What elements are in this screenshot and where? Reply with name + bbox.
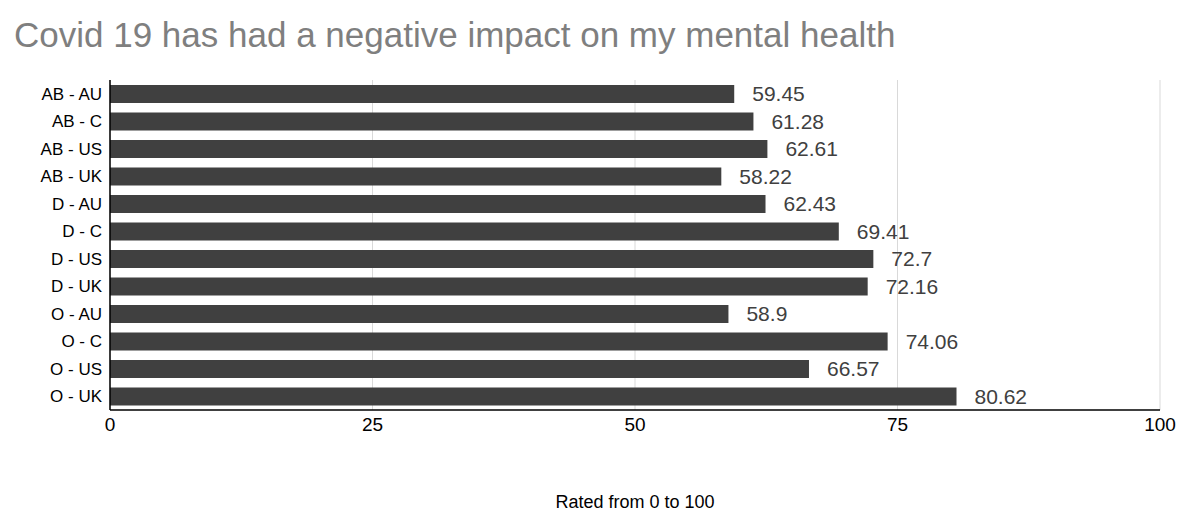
svg-text:AB - US: AB - US [41,140,102,159]
svg-text:O - AU: O - AU [51,305,102,324]
svg-text:75: 75 [887,414,908,435]
svg-text:100: 100 [1144,414,1176,435]
svg-text:61.28: 61.28 [771,110,824,133]
svg-text:58.22: 58.22 [739,165,792,188]
html-text:Covid 19 has had a negative im: Covid 19 has had a negative impact on my… [14,15,896,54]
svg-text:72.7: 72.7 [891,247,932,270]
svg-text:25: 25 [362,414,383,435]
svg-text:Rated from 0 to 100: Rated from 0 to 100 [555,492,714,512]
svg-text:O - US: O - US [50,360,102,379]
svg-text:0: 0 [105,414,116,435]
svg-text:80.62: 80.62 [975,385,1028,408]
svg-text:62.61: 62.61 [785,137,838,160]
svg-text:58.9: 58.9 [746,302,787,325]
svg-text:69.41: 69.41 [857,220,910,243]
svg-text:62.43: 62.43 [784,192,837,215]
svg-text:O - C: O - C [61,332,102,351]
svg-text:O - UK: O - UK [50,387,103,406]
svg-text:D - C: D - C [62,222,102,241]
svg-text:AB - AU: AB - AU [42,85,102,104]
svg-text:74.06: 74.06 [906,330,959,353]
svg-text:AB - C: AB - C [52,112,102,131]
svg-text:D - AU: D - AU [52,195,102,214]
svg-text:D - US: D - US [51,250,102,269]
svg-text:59.45: 59.45 [752,82,805,105]
svg-text:66.57: 66.57 [827,357,880,380]
svg-text:50: 50 [624,414,645,435]
svg-text:D - UK: D - UK [51,277,103,296]
svg-text:AB - UK: AB - UK [41,167,103,186]
svg-text:72.16: 72.16 [886,275,939,298]
